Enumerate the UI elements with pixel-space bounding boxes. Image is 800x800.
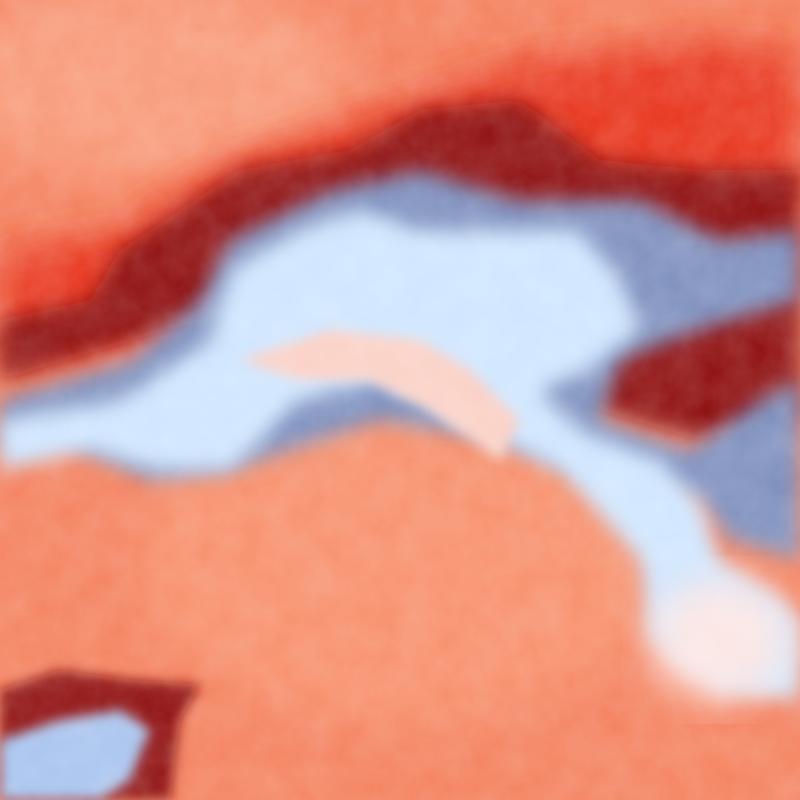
noise-texture-image [0, 0, 800, 800]
texture-overlay [0, 0, 800, 800]
